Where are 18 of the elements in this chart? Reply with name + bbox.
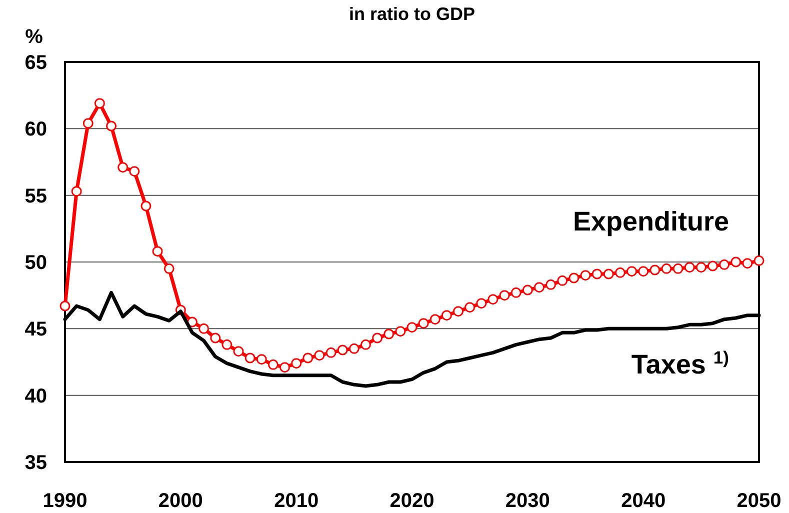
y-tick-label: 55 — [24, 185, 47, 208]
y-axis-title: % — [25, 26, 44, 48]
x-tick-label: 2030 — [505, 490, 550, 512]
y-tick-label: 45 — [24, 318, 47, 341]
series-label: Taxes $^{1)}$ — [631, 347, 729, 380]
y-tick-label: 65 — [24, 52, 47, 74]
x-tick-label: 2000 — [158, 490, 203, 512]
y-tick-label: 35 — [24, 452, 47, 474]
x-tick-label: 2050 — [736, 490, 782, 512]
y-tick-label: 60 — [24, 118, 47, 141]
y-tick-label: 50 — [24, 252, 47, 274]
x-tick-label: 2040 — [621, 490, 666, 512]
chart-title: in ratio to GDP — [349, 4, 475, 24]
x-tick-label: 2010 — [274, 490, 319, 512]
x-tick-label: 2020 — [390, 490, 434, 512]
series-label: Expenditure — [572, 206, 729, 237]
x-tick-label: 1990 — [42, 490, 88, 512]
y-tick-label: 40 — [24, 385, 47, 408]
